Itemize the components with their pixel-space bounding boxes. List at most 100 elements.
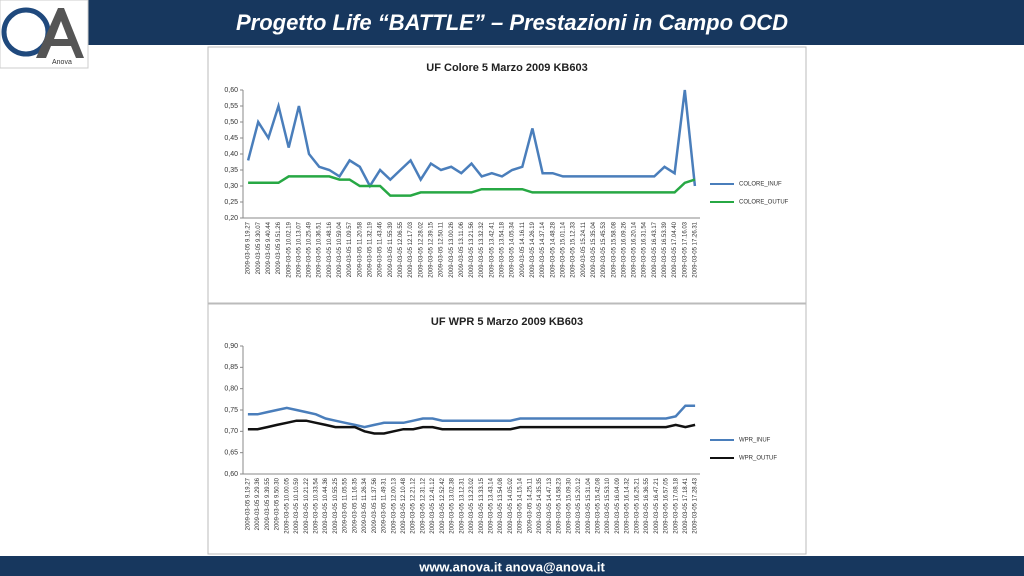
x-tick-label: 2009-03-05 12.00.13 bbox=[391, 477, 397, 533]
x-tick-label: 2009-03-05 10.55.25 bbox=[333, 477, 339, 533]
x-tick-label: 2009-03-05 14.25.11 bbox=[527, 477, 533, 533]
x-tick-label: 2009-03-05 13.02.38 bbox=[450, 477, 456, 533]
x-tick-label: 2009-03-05 10.10.59 bbox=[294, 477, 300, 533]
x-tick-label: 2009-03-05 14.05.02 bbox=[508, 477, 514, 533]
y-tick-label: 0,55 bbox=[224, 103, 238, 110]
x-tick-label: 2009-03-05 15.45.53 bbox=[601, 221, 607, 277]
x-tick-label: 2009-03-05 17.26.31 bbox=[693, 221, 699, 277]
x-tick-label: 2009-03-05 12.52.42 bbox=[440, 477, 446, 533]
header-bar bbox=[0, 0, 1024, 45]
chart-title: UF WPR 5 Marzo 2009 KB603 bbox=[431, 316, 583, 328]
x-tick-label: 2009-03-05 9.51.26 bbox=[276, 221, 282, 274]
x-tick-label: 2009-03-05 16.43.17 bbox=[652, 221, 658, 277]
logo-text: Anova bbox=[52, 59, 72, 66]
x-tick-label: 2009-03-05 10.36.51 bbox=[317, 221, 323, 277]
x-tick-label: 2009-03-05 17.08.18 bbox=[673, 477, 679, 533]
y-tick-label: 0,40 bbox=[224, 151, 238, 158]
x-tick-label: 2009-03-05 17.18.41 bbox=[683, 477, 689, 533]
x-tick-label: 2009-03-05 11.16.35 bbox=[352, 477, 358, 533]
x-tick-label: 2009-03-05 16.09.26 bbox=[621, 221, 627, 277]
x-tick-label: 2009-03-05 13.32.32 bbox=[479, 221, 485, 277]
y-tick-label: 0,20 bbox=[224, 215, 238, 222]
x-tick-label: 2009-03-05 10.44.36 bbox=[323, 477, 329, 533]
y-tick-label: 0,60 bbox=[224, 87, 238, 94]
x-tick-label: 2009-03-05 12.28.02 bbox=[418, 221, 424, 277]
x-tick-label: 2009-03-05 16.36.55 bbox=[644, 477, 650, 533]
x-tick-label: 2009-03-05 15.53.10 bbox=[605, 477, 611, 533]
legend-label: COLORE_OUTUF bbox=[739, 200, 789, 206]
x-tick-label: 2009-03-05 16.04.09 bbox=[615, 477, 621, 533]
footer-bar bbox=[0, 556, 1024, 576]
x-tick-label: 2009-03-05 12.06.55 bbox=[398, 221, 404, 277]
x-tick-label: 2009-03-05 12.21.12 bbox=[411, 477, 417, 533]
x-tick-label: 2009-03-05 15.31.04 bbox=[586, 477, 592, 533]
x-tick-label: 2009-03-05 13.12.31 bbox=[459, 477, 465, 533]
x-tick-label: 2009-03-05 11.32.19 bbox=[368, 221, 374, 277]
x-tick-label: 2009-03-05 11.20.58 bbox=[357, 221, 363, 277]
x-tick-label: 2009-03-05 10.02.19 bbox=[286, 221, 292, 277]
chart-title: UF Colore 5 Marzo 2009 KB603 bbox=[426, 62, 587, 74]
x-tick-label: 2009-03-05 9.50.30 bbox=[275, 477, 281, 530]
x-tick-label: 2009-03-05 15.12.33 bbox=[571, 221, 577, 277]
x-tick-label: 2009-03-05 13.21.56 bbox=[469, 221, 475, 277]
x-tick-label: 2009-03-05 12.31.12 bbox=[420, 477, 426, 533]
x-tick-label: 2009-03-05 11.09.57 bbox=[347, 221, 353, 277]
y-tick-label: 0,85 bbox=[224, 364, 238, 371]
y-tick-label: 0,35 bbox=[224, 167, 238, 174]
x-tick-label: 2009-03-05 9.19.27 bbox=[245, 477, 251, 530]
footer-text: www.anova.it anova@anova.it bbox=[418, 559, 605, 574]
y-tick-label: 0,30 bbox=[224, 183, 238, 190]
x-tick-label: 2009-03-05 9.40.44 bbox=[266, 221, 272, 274]
x-tick-label: 2009-03-05 14.26.19 bbox=[530, 221, 536, 277]
x-tick-label: 2009-03-05 17.16.03 bbox=[682, 221, 688, 277]
x-tick-label: 2009-03-05 16.25.21 bbox=[634, 477, 640, 533]
x-tick-label: 2009-03-05 16.53.39 bbox=[662, 221, 668, 277]
y-tick-label: 0,80 bbox=[224, 386, 238, 393]
x-tick-label: 2009-03-05 15.42.08 bbox=[595, 477, 601, 533]
x-tick-label: 2009-03-05 10.33.54 bbox=[314, 477, 320, 533]
y-tick-label: 0,70 bbox=[224, 428, 238, 435]
x-tick-label: 2009-03-05 12.41.12 bbox=[430, 477, 436, 533]
data-line bbox=[247, 404, 696, 429]
x-tick-label: 2009-03-05 10.25.49 bbox=[307, 221, 313, 277]
x-tick-label: 2009-03-05 14.37.14 bbox=[540, 221, 546, 277]
x-tick-label: 2009-03-05 12.17.03 bbox=[408, 221, 414, 277]
x-tick-label: 2009-03-05 14.16.11 bbox=[520, 221, 526, 277]
x-tick-label: 2009-03-05 13.00.26 bbox=[449, 221, 455, 277]
x-tick-label: 2009-03-05 9.30.07 bbox=[256, 221, 262, 274]
y-tick-label: 0,45 bbox=[224, 135, 238, 142]
x-tick-label: 2009-03-05 16.20.14 bbox=[632, 221, 638, 277]
logo-letter bbox=[36, 8, 84, 58]
y-tick-label: 0,90 bbox=[224, 343, 238, 350]
x-tick-label: 2009-03-05 13.54.08 bbox=[498, 477, 504, 533]
x-tick-label: 2009-03-05 16.57.05 bbox=[664, 477, 670, 533]
x-tick-label: 2009-03-05 13.11.06 bbox=[459, 221, 465, 277]
chart-panel bbox=[207, 46, 807, 304]
x-tick-label: 2009-03-05 9.19.27 bbox=[246, 221, 252, 274]
x-tick-label: 2009-03-05 10.00.05 bbox=[284, 477, 290, 533]
x-tick-label: 2009-03-05 14.58.23 bbox=[557, 477, 563, 533]
x-tick-label: 2009-03-05 12.10.48 bbox=[401, 477, 407, 533]
x-tick-label: 2009-03-05 9.29.36 bbox=[255, 477, 261, 530]
x-tick-label: 2009-03-05 15.20.12 bbox=[576, 477, 582, 533]
x-tick-label: 2009-03-05 13.43.14 bbox=[489, 477, 495, 533]
x-tick-label: 2009-03-05 13.42.41 bbox=[489, 221, 495, 277]
x-tick-label: 2009-03-05 12.39.15 bbox=[428, 221, 434, 277]
y-tick-label: 0,25 bbox=[224, 199, 238, 206]
x-tick-label: 2009-03-05 15.09.30 bbox=[566, 477, 572, 533]
x-tick-label: 2009-03-05 13.54.18 bbox=[500, 221, 506, 277]
x-tick-label: 2009-03-05 11.37.56 bbox=[372, 477, 378, 533]
x-tick-label: 2009-03-05 14.48.28 bbox=[550, 221, 556, 277]
x-tick-label: 2009-03-05 10.59.04 bbox=[337, 221, 343, 277]
slide-title: Progetto Life “BATTLE” – Prestazioni in … bbox=[236, 10, 788, 35]
x-tick-label: 2009-03-05 11.05.55 bbox=[343, 477, 349, 533]
x-tick-label: 2009-03-05 14.35.35 bbox=[537, 477, 543, 533]
x-tick-label: 2009-03-05 14.05.34 bbox=[510, 221, 516, 277]
y-tick-label: 0,75 bbox=[224, 407, 238, 414]
x-tick-label: 2009-03-05 11.43.46 bbox=[378, 221, 384, 277]
x-tick-label: 2009-03-05 15.24.11 bbox=[581, 221, 587, 277]
y-tick-label: 0,60 bbox=[224, 471, 238, 478]
x-tick-label: 2009-03-05 13.33.15 bbox=[479, 477, 485, 533]
